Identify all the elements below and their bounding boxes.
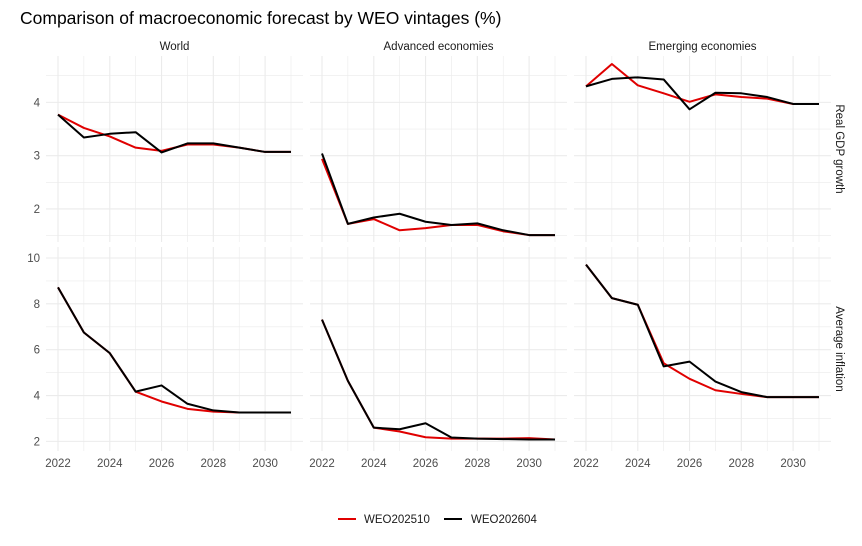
y-tick-label: 2 [34, 436, 40, 448]
x-tick-label: 2022 [573, 458, 599, 470]
x-tick-label: 2028 [729, 458, 755, 470]
series-line-weo202604 [57, 286, 291, 414]
y-tick-label: 2 [34, 204, 40, 216]
row-strip-labels: Real GDP growth Average inflation [833, 104, 845, 391]
x-tick-label: 2028 [465, 458, 491, 470]
series-line-weo202604 [585, 76, 819, 111]
x-tick-label: 2028 [201, 458, 227, 470]
column-strip-labels: World Advanced economies Emerging econom… [160, 41, 757, 53]
x-tick-label: 2024 [97, 458, 123, 470]
x-tick-label: 2030 [252, 458, 278, 470]
x-tick-label: 2026 [677, 458, 703, 470]
legend: WEO202510 WEO202604 [338, 514, 537, 526]
panel-real-gdp-growth-advanced-economies [310, 56, 567, 242]
strip-label-world: World [160, 41, 190, 53]
series-line-weo202510 [321, 319, 556, 441]
legend-label-weo202604: WEO202604 [471, 514, 537, 526]
panel-real-gdp-growth-world [46, 56, 303, 242]
y-tick-label: 3 [34, 151, 40, 163]
y-tick-label: 4 [34, 97, 41, 109]
y-tick-label: 8 [34, 299, 40, 311]
x-tick-label: 2022 [309, 458, 335, 470]
x-tick-label: 2030 [780, 458, 806, 470]
series-line-weo202604 [57, 113, 291, 154]
x-axes: 2022 2024 2026 2028 2030 2022 2024 2026 2028 2030… [45, 458, 806, 470]
panel-average-inflation-advanced-economies [310, 247, 567, 451]
x-tick-label: 2026 [413, 458, 439, 470]
y-tick-label: 6 [34, 345, 40, 357]
series-line-weo202604 [585, 264, 819, 399]
strip-label-advanced-economies: Advanced economies [384, 41, 494, 53]
x-tick-label: 2026 [149, 458, 175, 470]
panel-real-gdp-growth-emerging-economies [574, 56, 831, 242]
strip-label-average-inflation: Average inflation [833, 306, 845, 391]
strip-label-real-gdp-growth: Real GDP growth [833, 104, 845, 193]
x-tick-label: 2024 [361, 458, 387, 470]
series-line-weo202510 [585, 62, 819, 105]
panels [46, 56, 831, 451]
legend-label-weo202510: WEO202510 [364, 514, 430, 526]
series-line-weo202510 [585, 264, 819, 399]
series-line-weo202510 [57, 113, 291, 153]
series-line-weo202604 [321, 153, 555, 237]
panel-average-inflation-emerging-economies [574, 247, 831, 451]
panel-average-inflation-world [46, 247, 303, 451]
x-tick-label: 2022 [45, 458, 71, 470]
x-tick-label: 2030 [516, 458, 542, 470]
y-tick-label: 10 [27, 253, 40, 265]
strip-label-emerging-economies: Emerging economies [648, 41, 756, 53]
chart-title: Comparison of macroeconomic forecast by … [20, 8, 501, 28]
series-line-weo202604 [321, 319, 555, 441]
x-tick-label: 2024 [625, 458, 651, 470]
y-axes: 2 3 4 2 4 6 8 10 [27, 97, 40, 448]
y-tick-label: 4 [34, 391, 41, 403]
